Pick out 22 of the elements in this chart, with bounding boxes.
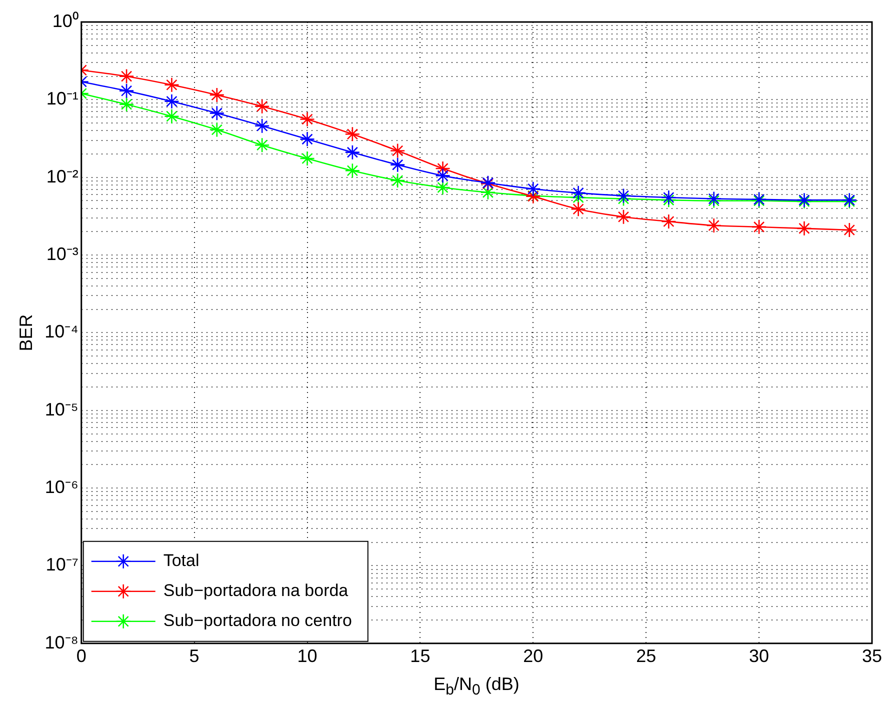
y-tick-label: 10⁻³ [46,244,78,264]
y-tick-label: 10⁻² [46,166,78,186]
x-axis-title: E$_{b}$/N$_{0}$ (dB) [432,674,520,699]
legend-label: Total [163,551,200,570]
x-tick-label: 15 [410,646,430,666]
x-tick-label: 20 [523,646,544,666]
y-tick-label: 10⁻⁷ [46,554,78,575]
y-axis-title: BER [16,314,36,352]
y-tick-label: 10⁰ [52,10,78,31]
y-tick-label: 10⁻¹ [46,88,78,109]
x-tick-label: 5 [189,646,200,666]
y-tick-label: 10⁻⁴ [44,322,78,342]
legend-label: Sub−portadora na borda [163,581,349,600]
x-tick-label: 25 [636,646,656,666]
x-tick-label: 30 [749,646,770,666]
y-tick-label: 10⁻⁸ [44,632,78,652]
x-tick-label: 35 [862,646,882,666]
y-tick-label: 10⁻⁶ [44,477,78,498]
legend-label: Sub−portadora no centro [163,611,352,630]
x-tick-label: 10 [297,646,318,666]
y-tick-label: 10⁻⁵ [44,399,78,420]
x-tick-label: 0 [76,646,86,666]
